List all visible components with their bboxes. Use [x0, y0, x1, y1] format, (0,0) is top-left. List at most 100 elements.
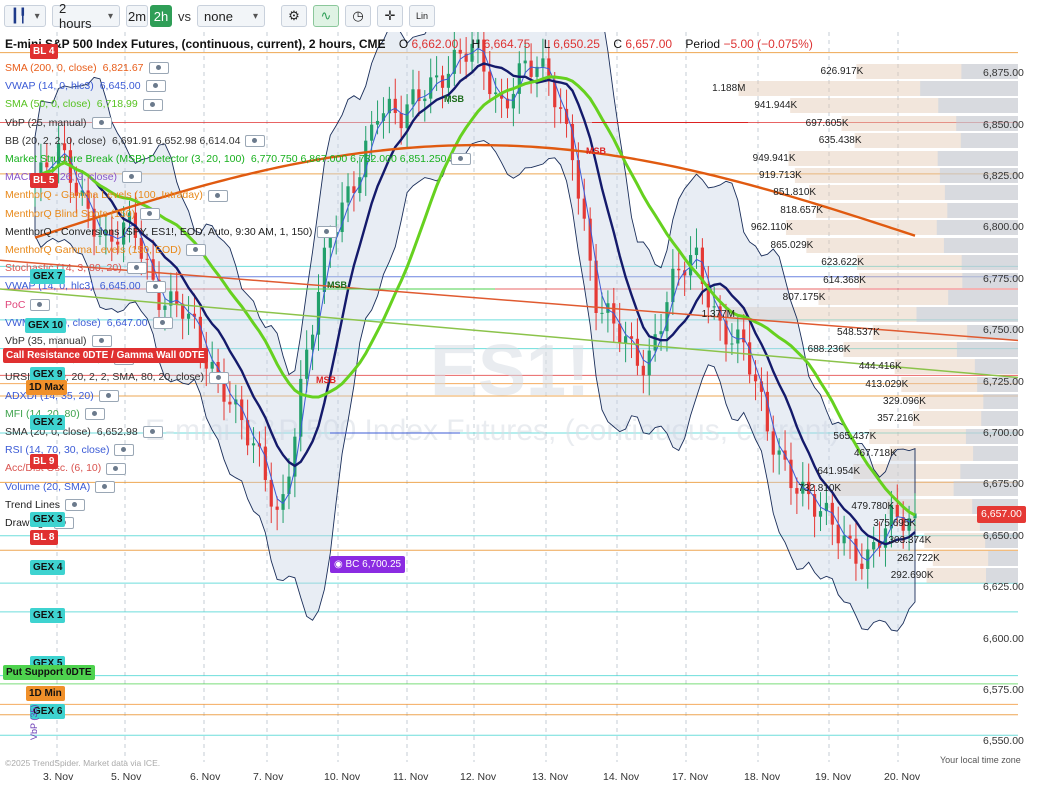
volume-profile-bar-sell — [981, 411, 1018, 426]
bc-price-label[interactable]: ◉ BC 6,700.25 — [330, 556, 406, 573]
volume-profile-label: 626.917K — [820, 66, 864, 77]
level-tag[interactable]: GEX 10 — [25, 318, 67, 333]
candle-body — [836, 524, 840, 544]
level-tag[interactable]: GEX 6 — [30, 704, 66, 719]
local-timezone-label[interactable]: Your local time zone — [940, 755, 1021, 765]
indicator-row[interactable]: MenthorQ - Gamma Levels (100, Intraday) — [5, 189, 228, 202]
interval-2h-button[interactable]: 2h — [150, 5, 172, 27]
eye-icon[interactable] — [140, 207, 161, 220]
level-tag[interactable]: Call Resistance 0DTE / Gamma Wall 0DTE — [3, 348, 208, 363]
eye-icon[interactable] — [186, 244, 207, 257]
indicator-row[interactable]: MenthorQ Blind Spots (150) — [5, 207, 161, 221]
level-tag[interactable]: BL 4 — [30, 44, 58, 59]
eye-icon[interactable] — [30, 298, 51, 311]
volume-profile-label: 941.944K — [754, 100, 798, 111]
indicator-button[interactable]: ∿ — [313, 5, 339, 27]
indicator-row[interactable]: SMA (20, 0, close) 6,652.98 — [5, 426, 163, 439]
eye-icon[interactable] — [98, 389, 119, 402]
volume-profile-label: 614.368K — [823, 275, 866, 286]
indicator-row[interactable]: SMA (50, 0, close) 6,718.99 — [5, 98, 163, 111]
eye-icon[interactable] — [152, 317, 173, 330]
level-tag[interactable]: Put Support 0DTE — [3, 665, 95, 680]
settings-button[interactable]: ⚙ — [281, 5, 307, 27]
candle-body — [901, 517, 905, 531]
trend-line-red[interactable] — [0, 259, 1019, 342]
eye-icon[interactable] — [145, 280, 166, 293]
eye-icon[interactable] — [65, 499, 86, 512]
candle-body — [777, 450, 781, 455]
level-tag[interactable]: GEX 7 — [30, 269, 66, 284]
volume-profile-bar — [924, 533, 1018, 548]
volume-profile-bar-sell — [944, 185, 1018, 200]
eye-icon[interactable] — [148, 62, 169, 75]
eye-icon[interactable] — [142, 98, 163, 111]
eye-icon[interactable] — [91, 335, 112, 348]
eye-icon[interactable] — [145, 80, 166, 93]
level-tag[interactable]: BL 5 — [30, 173, 58, 188]
eye-icon[interactable] — [95, 480, 116, 493]
indicator-row[interactable]: BB (20, 2, 2, 0, close) 6,691.91 6,652.98… — [5, 135, 266, 148]
eye-icon[interactable] — [245, 135, 266, 148]
level-tag[interactable]: 1D Max — [26, 380, 68, 395]
level-tag[interactable]: GEX 1 — [30, 608, 66, 623]
indicator-name: RSI (14, 70, 30, close) — [5, 444, 110, 457]
crosshair-button[interactable]: ✛ — [377, 5, 403, 27]
compare-selector[interactable]: none — [197, 5, 265, 27]
indicator-row[interactable]: MACD (12, 26, 9, close) — [5, 171, 143, 184]
eye-icon[interactable] — [207, 189, 228, 202]
eye-icon[interactable] — [209, 371, 230, 384]
indicator-row[interactable]: SMA (200, 0, close) 6,821.67 — [5, 62, 169, 75]
open-value: 6,662.00 — [411, 37, 459, 51]
indicator-row[interactable]: Stochastic (14, 3, 80, 20) — [5, 262, 147, 275]
volume-profile-label: 329.096K — [883, 396, 926, 407]
indicator-row[interactable]: Trend Lines — [5, 499, 86, 512]
indicator-row[interactable]: PoC — [5, 298, 51, 312]
indicator-row[interactable]: MenthorQ Gamma Levels (150, EOD) — [5, 244, 207, 257]
eye-icon[interactable] — [126, 262, 147, 275]
candle-body — [842, 535, 846, 544]
interval-2m-button[interactable]: 2m — [126, 5, 148, 27]
indicator-name: MenthorQ Gamma Levels (150, EOD) — [5, 244, 182, 256]
level-tag[interactable]: GEX 9 — [30, 367, 66, 382]
eye-icon[interactable] — [142, 426, 163, 439]
eye-icon[interactable] — [114, 444, 135, 457]
level-tag[interactable]: 1D Min — [26, 686, 65, 701]
eye-icon[interactable] — [317, 226, 338, 239]
trend-line-green[interactable] — [0, 288, 1019, 379]
eye-icon[interactable] — [84, 408, 105, 421]
indicator-row[interactable]: VbP (25, manual) — [5, 117, 112, 130]
volume-profile-label: 292.690K — [890, 570, 934, 581]
indicator-row[interactable]: MenthorQ - Conversions (SPY, ES1!, EOD, … — [5, 226, 338, 239]
volume-profile-bar-sell — [953, 481, 1018, 496]
clock-button[interactable]: ◷ — [345, 5, 371, 27]
date-axis-label: 14. Nov — [603, 771, 640, 783]
indicator-row[interactable]: Acc/Dist Osc. (6, 10) — [5, 462, 127, 475]
eye-icon[interactable] — [451, 153, 472, 166]
indicator-row[interactable]: VWAP (14, 0, hlc3) 6,645.00 — [5, 80, 166, 93]
gear-icon: ⚙ — [288, 8, 300, 23]
eye-icon[interactable] — [106, 462, 127, 475]
candle-body — [736, 329, 740, 344]
candle-body — [411, 89, 415, 105]
level-tag[interactable]: BL 8 — [30, 530, 58, 545]
eye-icon[interactable] — [91, 116, 112, 129]
indicator-row[interactable]: Market Structure Break (MSB) Detector (3… — [5, 153, 472, 166]
candle-body — [635, 338, 640, 366]
level-tag[interactable]: GEX 4 — [30, 560, 66, 575]
indicator-row[interactable]: Volume (20, SMA) — [5, 480, 116, 494]
candle-body — [753, 374, 758, 382]
interval-selector[interactable]: 2 hours — [52, 1, 120, 31]
scale-lin-button[interactable]: Lin — [409, 5, 435, 27]
candle-body — [305, 349, 309, 379]
bollinger-band — [34, 0, 916, 632]
chart-type-selector[interactable]: ┃╿ — [4, 5, 46, 27]
level-tag[interactable]: GEX 3 — [30, 512, 66, 527]
level-tag[interactable]: BL 9 — [30, 454, 58, 469]
eye-icon[interactable] — [122, 171, 143, 184]
volume-profile-bar-sell — [939, 168, 1018, 183]
indicator-row[interactable]: VWAP (14, 0, hlc3) 6,645.00 — [5, 280, 166, 293]
level-tag[interactable]: GEX 2 — [30, 415, 66, 430]
lin-label: Lin — [415, 11, 428, 21]
indicator-row[interactable]: VbP (35, manual) — [5, 335, 112, 348]
indicator-row[interactable]: RSI (14, 70, 30, close) — [5, 444, 135, 457]
